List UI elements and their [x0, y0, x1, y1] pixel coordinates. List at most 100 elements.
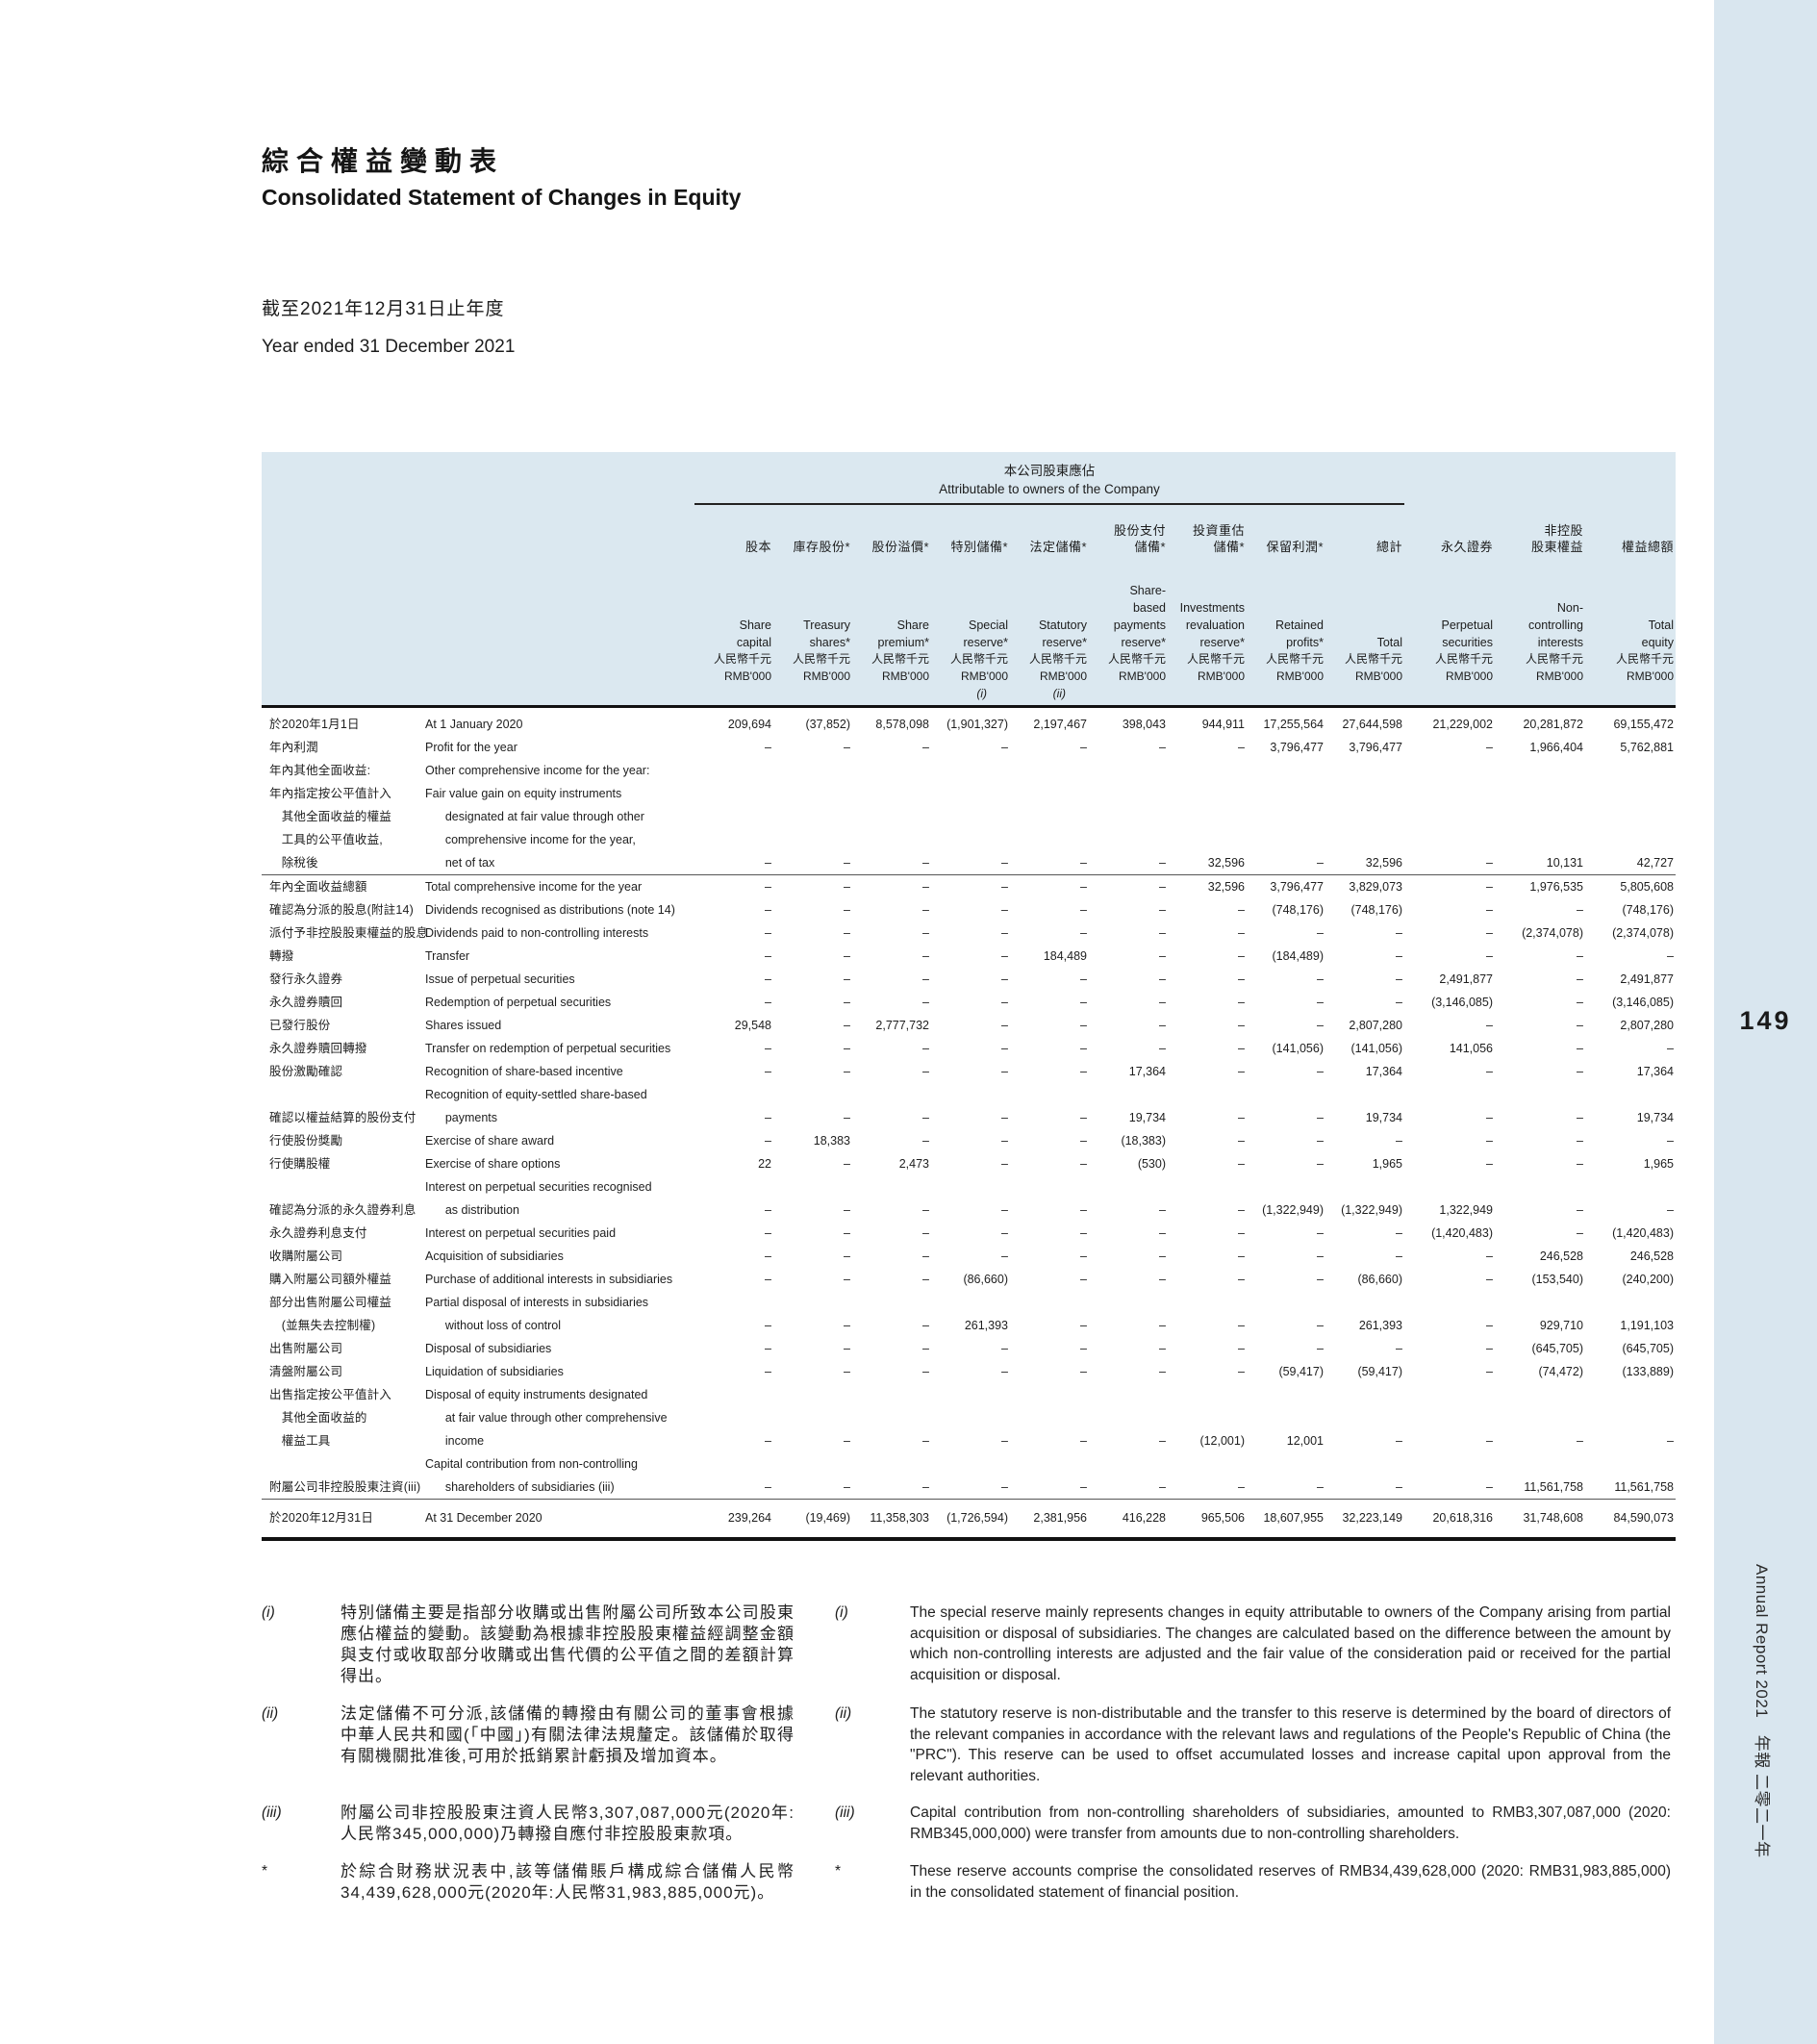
cell-value	[1404, 759, 1495, 782]
cell-value: (12,001)	[1199, 1434, 1245, 1448]
footnote-row: * 於綜合財務狀況表中,該等儲備賬戶構成綜合儲備人民幣34,439,628,000…	[262, 1861, 1673, 1904]
cell-value: –	[922, 1111, 929, 1124]
cell-value: (133,889)	[1622, 1365, 1674, 1378]
cell-value: –	[1667, 1042, 1674, 1055]
cell-value: –	[1317, 1319, 1324, 1332]
row-label-zh: 於2020年1月1日	[262, 705, 425, 736]
cell-value: –	[1238, 1203, 1245, 1217]
cell-value: –	[1238, 1319, 1245, 1332]
cell-value: 19,734	[1365, 1111, 1402, 1124]
cell-value: (1,420,483)	[1431, 1226, 1493, 1240]
cell-value: –	[765, 1319, 771, 1332]
cell-value: (141,056)	[1350, 1042, 1402, 1055]
table-row: 出售附屬公司 Disposal of subsidiaries – – – – – – – – – –…	[262, 1337, 1676, 1360]
column-unit-en: RMB'000	[1536, 669, 1583, 683]
cell-value: 84,590,073	[1585, 1499, 1676, 1541]
equity-statement-table: 本公司股東應佔 Attributable to owners of the Co…	[262, 452, 1676, 1541]
cell-value: 29,548	[734, 1019, 771, 1032]
row-label-zh: 永久證券利息支付	[269, 1226, 367, 1240]
cell-value: –	[1080, 1342, 1087, 1355]
table-row: 發行永久證券 Issue of perpetual securities – – – – –…	[262, 968, 1676, 991]
footnote-marker-zh: (i)	[262, 1604, 275, 1621]
table-row: 永久證券利息支付 Interest on perpetual securities…	[262, 1222, 1676, 1245]
cell-value: –	[1001, 1065, 1008, 1078]
column-unit-en: RMB'000	[882, 669, 929, 683]
footnote-text-en: The statutory reserve is non-distributab…	[910, 1705, 1671, 1784]
cell-value: –	[1238, 1042, 1245, 1055]
cell-value: 398,043	[1089, 705, 1168, 736]
cell-value: 17,364	[1128, 1065, 1166, 1078]
cell-value: 27,644,598	[1325, 705, 1404, 736]
row-label-zh: 收購附屬公司	[269, 1249, 343, 1263]
cell-value: –	[1396, 926, 1402, 940]
column-name-en: Treasury shares*	[803, 618, 850, 649]
cell-value: (1,901,327)	[931, 705, 1010, 736]
cell-value: –	[1577, 1111, 1583, 1124]
cell-value: –	[1238, 1365, 1245, 1378]
cell-value: 10,131	[1546, 856, 1583, 870]
cell-value: –	[922, 903, 929, 917]
row-label-en: Partial disposal of interests in subsidi…	[425, 1296, 649, 1332]
cell-value: –	[1001, 1157, 1008, 1171]
cell-value: –	[1396, 1480, 1402, 1494]
column-unit-en: RMB'000	[803, 669, 850, 683]
group-header-owners: 本公司股東應佔 Attributable to owners of the Co…	[694, 452, 1404, 505]
cell-value: –	[1317, 1480, 1324, 1494]
row-label-en: Interest on perpetual securities recogni…	[425, 1180, 652, 1217]
column-unit-zh: 人民幣千元	[1434, 652, 1493, 666]
column-footnote-marker	[1325, 685, 1404, 705]
cell-value: 2,473	[898, 1157, 929, 1171]
cell-value: –	[1001, 996, 1008, 1009]
cell-value: 32,596	[1168, 874, 1247, 898]
cell-value: –	[1001, 1434, 1008, 1448]
cell-value: (141,056)	[1272, 1042, 1324, 1055]
row-label-en: Exercise of share options	[425, 1157, 561, 1171]
cell-value: –	[1080, 972, 1087, 986]
column-unit-zh: 人民幣千元	[1615, 652, 1674, 666]
cell-value: –	[1317, 996, 1324, 1009]
cell-value: –	[844, 856, 850, 870]
row-label-en: Redemption of perpetual securities	[425, 996, 612, 1009]
column-footnote-marker	[852, 685, 931, 705]
cell-value: –	[1486, 1134, 1493, 1148]
cell-value: –	[1159, 1319, 1166, 1332]
column-unit-zh: 人民幣千元	[1107, 652, 1166, 666]
group-header-spacer-left	[262, 452, 694, 504]
cell-value: 261,393	[964, 1319, 1008, 1332]
column-footnote-marker	[1404, 685, 1495, 705]
group-header-en: Attributable to owners of the Company	[939, 482, 1160, 496]
cell-value: –	[1010, 874, 1089, 898]
row-label-zh: 附屬公司非控股股東注資(iii)	[269, 1480, 421, 1494]
cell-value: 1,965	[1643, 1157, 1674, 1171]
cell-value: –	[1001, 949, 1008, 963]
column-name-zh: 庫存股份*	[793, 540, 850, 554]
cell-value: 11,561,758	[1524, 1480, 1583, 1494]
column-unit-zh: 人民幣千元	[1265, 652, 1324, 666]
column-header: 保留利潤* Retained profits* 人民幣千元 RMB'000	[1247, 504, 1325, 707]
table-row: 附屬公司非控股股東注資(iii) Capital contribution fro…	[262, 1452, 1676, 1500]
footnote-marker-en: (iii)	[835, 1804, 855, 1821]
cell-value: –	[765, 1273, 771, 1286]
footnote-row: (i) 特別儲備主要是指部分收購或出售附屬公司所致本公司股東應佔權益的變動。該變動…	[262, 1602, 1673, 1687]
cell-value: –	[844, 996, 850, 1009]
footnote-text-en: The special reserve mainly represents ch…	[910, 1604, 1671, 1683]
row-label-zh: 出售指定按公平值計入 其他全面收益的 權益工具	[269, 1388, 392, 1448]
cell-value: –	[1396, 1226, 1402, 1240]
row-label-en: At 31 December 2020	[425, 1499, 694, 1541]
cell-value	[1089, 759, 1168, 782]
cell-value: –	[1238, 1273, 1245, 1286]
row-label-zh: 年內全面收益總額	[262, 874, 425, 898]
cell-value: –	[1238, 972, 1245, 986]
cell-value: (1,726,594)	[931, 1499, 1010, 1541]
cell-value: –	[765, 1342, 771, 1355]
cell-value: –	[844, 741, 850, 754]
cell-value: 2,777,732	[875, 1019, 929, 1032]
cell-value: –	[765, 926, 771, 940]
cell-value: –	[1238, 1249, 1245, 1263]
cell-value: –	[922, 996, 929, 1009]
footnote-text-zh: 於綜合財務狀況表中,該等儲備賬戶構成綜合儲備人民幣34,439,628,000元…	[341, 1862, 795, 1902]
column-header: 股本 Share capital 人民幣千元 RMB'000	[694, 504, 773, 707]
cell-value: 20,281,872	[1495, 705, 1585, 736]
column-header-label-spacer	[262, 504, 694, 707]
cell-value: 8,578,098	[852, 705, 931, 736]
